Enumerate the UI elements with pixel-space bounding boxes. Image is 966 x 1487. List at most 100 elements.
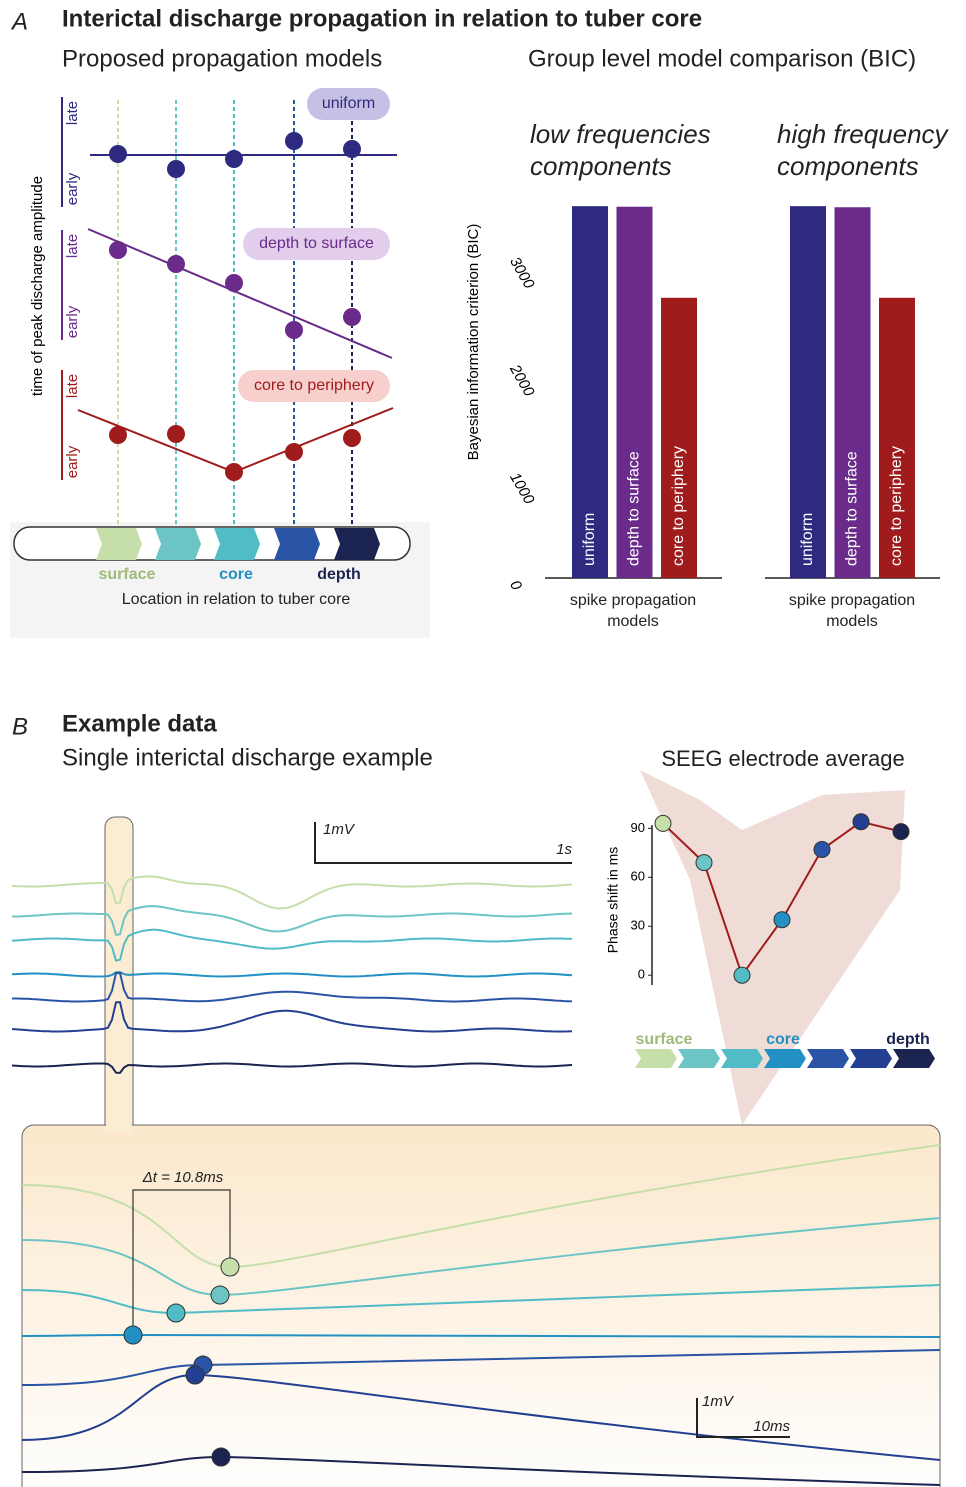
label: 1mV [323,821,356,838]
bar-label: uniform [799,513,816,566]
contact [334,528,380,560]
label: Group level model comparison (BIC) [528,45,916,72]
highlight [105,817,133,1147]
label: Single interictal discharge example [62,744,433,771]
trace [12,906,572,935]
contact [96,528,142,560]
model-dot [343,429,361,447]
y-axis-label: time of peak discharge amplitude [29,176,46,396]
trace [12,1064,572,1073]
label: depth [886,1031,930,1048]
peak-dot [212,1448,230,1466]
y-tick-label: 2000 [506,361,538,400]
y-tick-label: 0 [638,967,645,982]
contact [893,1049,935,1068]
peak-dot [124,1326,142,1344]
label: uniform [322,95,375,112]
y-axis-label: Phase shift in ms [605,847,621,954]
model-dot [109,241,127,259]
late-label: late [64,374,81,398]
label: core to periphery [254,377,374,394]
early-label: early [64,305,81,338]
label: Δt = 10.8ms [142,1169,224,1186]
model-dot [109,426,127,444]
phase-point [655,815,671,831]
phase-point [853,814,869,830]
label: depth to surface [259,235,374,252]
label: surface [636,1031,693,1048]
model-dot [285,321,303,339]
trace [12,972,572,976]
model-dot [343,308,361,326]
model-dot [225,150,243,168]
y-tick-label: 30 [631,918,645,933]
peak-dot [221,1258,239,1276]
contact [678,1049,720,1068]
phase-point [774,912,790,928]
peak-dot [211,1286,229,1304]
y-tick-label: 1000 [506,470,538,508]
peak-dot [186,1366,204,1384]
y-tick-label: 3000 [506,254,538,292]
late-label: late [64,234,81,258]
trace [12,876,572,908]
canvas: A Interictal discharge propagation in rel… [0,0,966,1487]
label: B [12,713,28,740]
x-axis-label: spike propagation models [553,590,713,632]
early-label: early [64,172,81,205]
label: Example data [62,710,217,737]
label: 10ms [753,1418,790,1435]
bar-label: uniform [581,513,598,566]
trace [12,1002,572,1031]
label: core [219,566,253,583]
contact [155,528,201,560]
contact [635,1049,677,1068]
group-title: low frequencies components [530,118,730,182]
phase-point [893,824,909,840]
highlight-join [106,1118,132,1132]
contact [274,528,320,560]
y-tick-label: 0 [506,577,525,593]
group-title: high frequency components [777,118,966,182]
y-tick-label: 90 [631,820,645,835]
model-dot [109,145,127,163]
label: 1s [556,841,572,858]
model-dot [167,255,185,273]
contact [721,1049,763,1068]
model-dot [225,463,243,481]
peak-dot [167,1304,185,1322]
model-dot [343,140,361,158]
contact [764,1049,806,1068]
figure: A Interictal discharge propagation in rel… [0,0,966,1487]
model-dot [167,160,185,178]
label: A [10,8,28,35]
label: Interictal discharge propagation in rela… [62,5,702,32]
x-axis-label: spike propagation models [772,590,932,632]
phase-point [814,842,830,858]
bar-label: depth to surface [844,451,861,566]
model-dot [225,274,243,292]
contact [850,1049,892,1068]
label: SEEG electrode average [661,746,904,771]
label: Proposed propagation models [62,45,382,72]
phase-point [734,967,750,983]
model-dot [285,132,303,150]
label: 1mV [702,1393,735,1410]
late-label: late [64,101,81,125]
early-label: early [64,445,81,478]
trace [12,930,572,961]
bar-label: core to periphery [670,446,687,566]
model-dot [167,425,185,443]
model-dot [285,443,303,461]
bar-label: depth to surface [626,451,643,566]
label: depth [317,566,361,583]
phase-point [696,855,712,871]
y-tick-label: 60 [631,869,645,884]
contact [807,1049,849,1068]
label: surface [99,566,156,583]
contact [214,528,260,560]
label: core [766,1031,800,1048]
label: Location in relation to tuber core [122,591,351,608]
bar-label: core to periphery [888,446,905,566]
y-axis-label: Bayesian information criterion (BIC) [465,224,482,461]
